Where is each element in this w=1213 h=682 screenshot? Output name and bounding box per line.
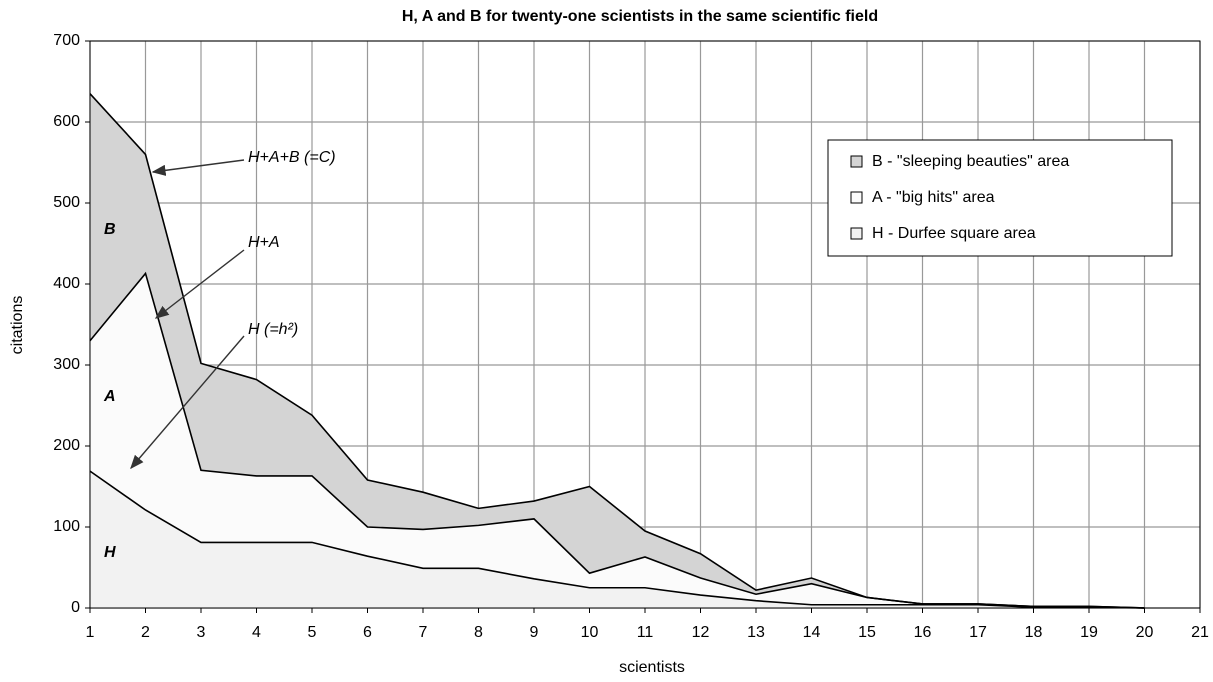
annotation: A [103, 388, 116, 405]
legend-box [827, 139, 1173, 257]
x-tick-label: 20 [1136, 624, 1154, 641]
x-tick-label: 7 [419, 624, 428, 641]
y-tick-label: 200 [53, 437, 80, 454]
x-tick-label: 3 [197, 624, 206, 641]
legend-label: H - Durfee square area [872, 225, 1036, 242]
x-axis-label: scientists [619, 659, 685, 676]
x-tick-label: 9 [530, 624, 539, 641]
annotation: B [104, 221, 116, 238]
x-tick-label: 5 [308, 624, 317, 641]
x-tick-label: 15 [858, 624, 876, 641]
annotation: H+A+B (=C) [248, 149, 336, 166]
legend-label: B - "sleeping beauties" area [872, 153, 1069, 170]
areas [90, 93, 1145, 608]
area [90, 273, 1145, 608]
x-tick-label: 6 [363, 624, 372, 641]
x-tick-label: 1 [86, 624, 95, 641]
x-tick-label: 2 [141, 624, 150, 641]
x-tick-label: 11 [637, 624, 654, 641]
y-tick-label: 600 [53, 113, 80, 130]
x-tick-label: 10 [581, 624, 599, 641]
x-tick-label: 17 [969, 624, 987, 641]
legend-swatch [850, 227, 863, 240]
annotation-arrow [130, 335, 245, 470]
annotation: H [104, 544, 116, 561]
annotation: H+A [248, 234, 280, 251]
annotation-arrow [154, 249, 245, 319]
legend-swatch [850, 191, 863, 204]
x-tick-label: 21 [1191, 624, 1209, 641]
x-tick-label: 12 [692, 624, 710, 641]
x-tick-label: 8 [474, 624, 483, 641]
x-tick-label: 4 [252, 624, 261, 641]
area-edge [89, 93, 1145, 609]
area [90, 471, 1145, 608]
y-tick-label: 0 [71, 599, 80, 616]
legend-swatch [850, 155, 863, 168]
y-tick-label: 300 [53, 356, 80, 373]
y-tick-label: 100 [53, 518, 80, 535]
y-tick-label: 500 [53, 194, 80, 211]
y-axis-label: citations [9, 296, 26, 355]
area [90, 93, 1145, 608]
x-tick-label: 19 [1080, 624, 1098, 641]
y-tick-label: 400 [53, 275, 80, 292]
plot-border [89, 40, 1201, 609]
x-tick-label: 14 [803, 624, 821, 641]
x-tick-label: 16 [914, 624, 932, 641]
y-tick-label: 700 [53, 32, 80, 49]
lines [89, 93, 1145, 609]
area-edge [89, 470, 1145, 609]
chart-title: H, A and B for twenty-one scientists in … [402, 8, 878, 25]
x-tick-label: 18 [1025, 624, 1043, 641]
legend-label: A - "big hits" area [872, 189, 995, 206]
annotation-arrow [151, 159, 245, 176]
x-tick-label: 13 [747, 624, 765, 641]
annotation: H (=h²) [248, 321, 298, 338]
